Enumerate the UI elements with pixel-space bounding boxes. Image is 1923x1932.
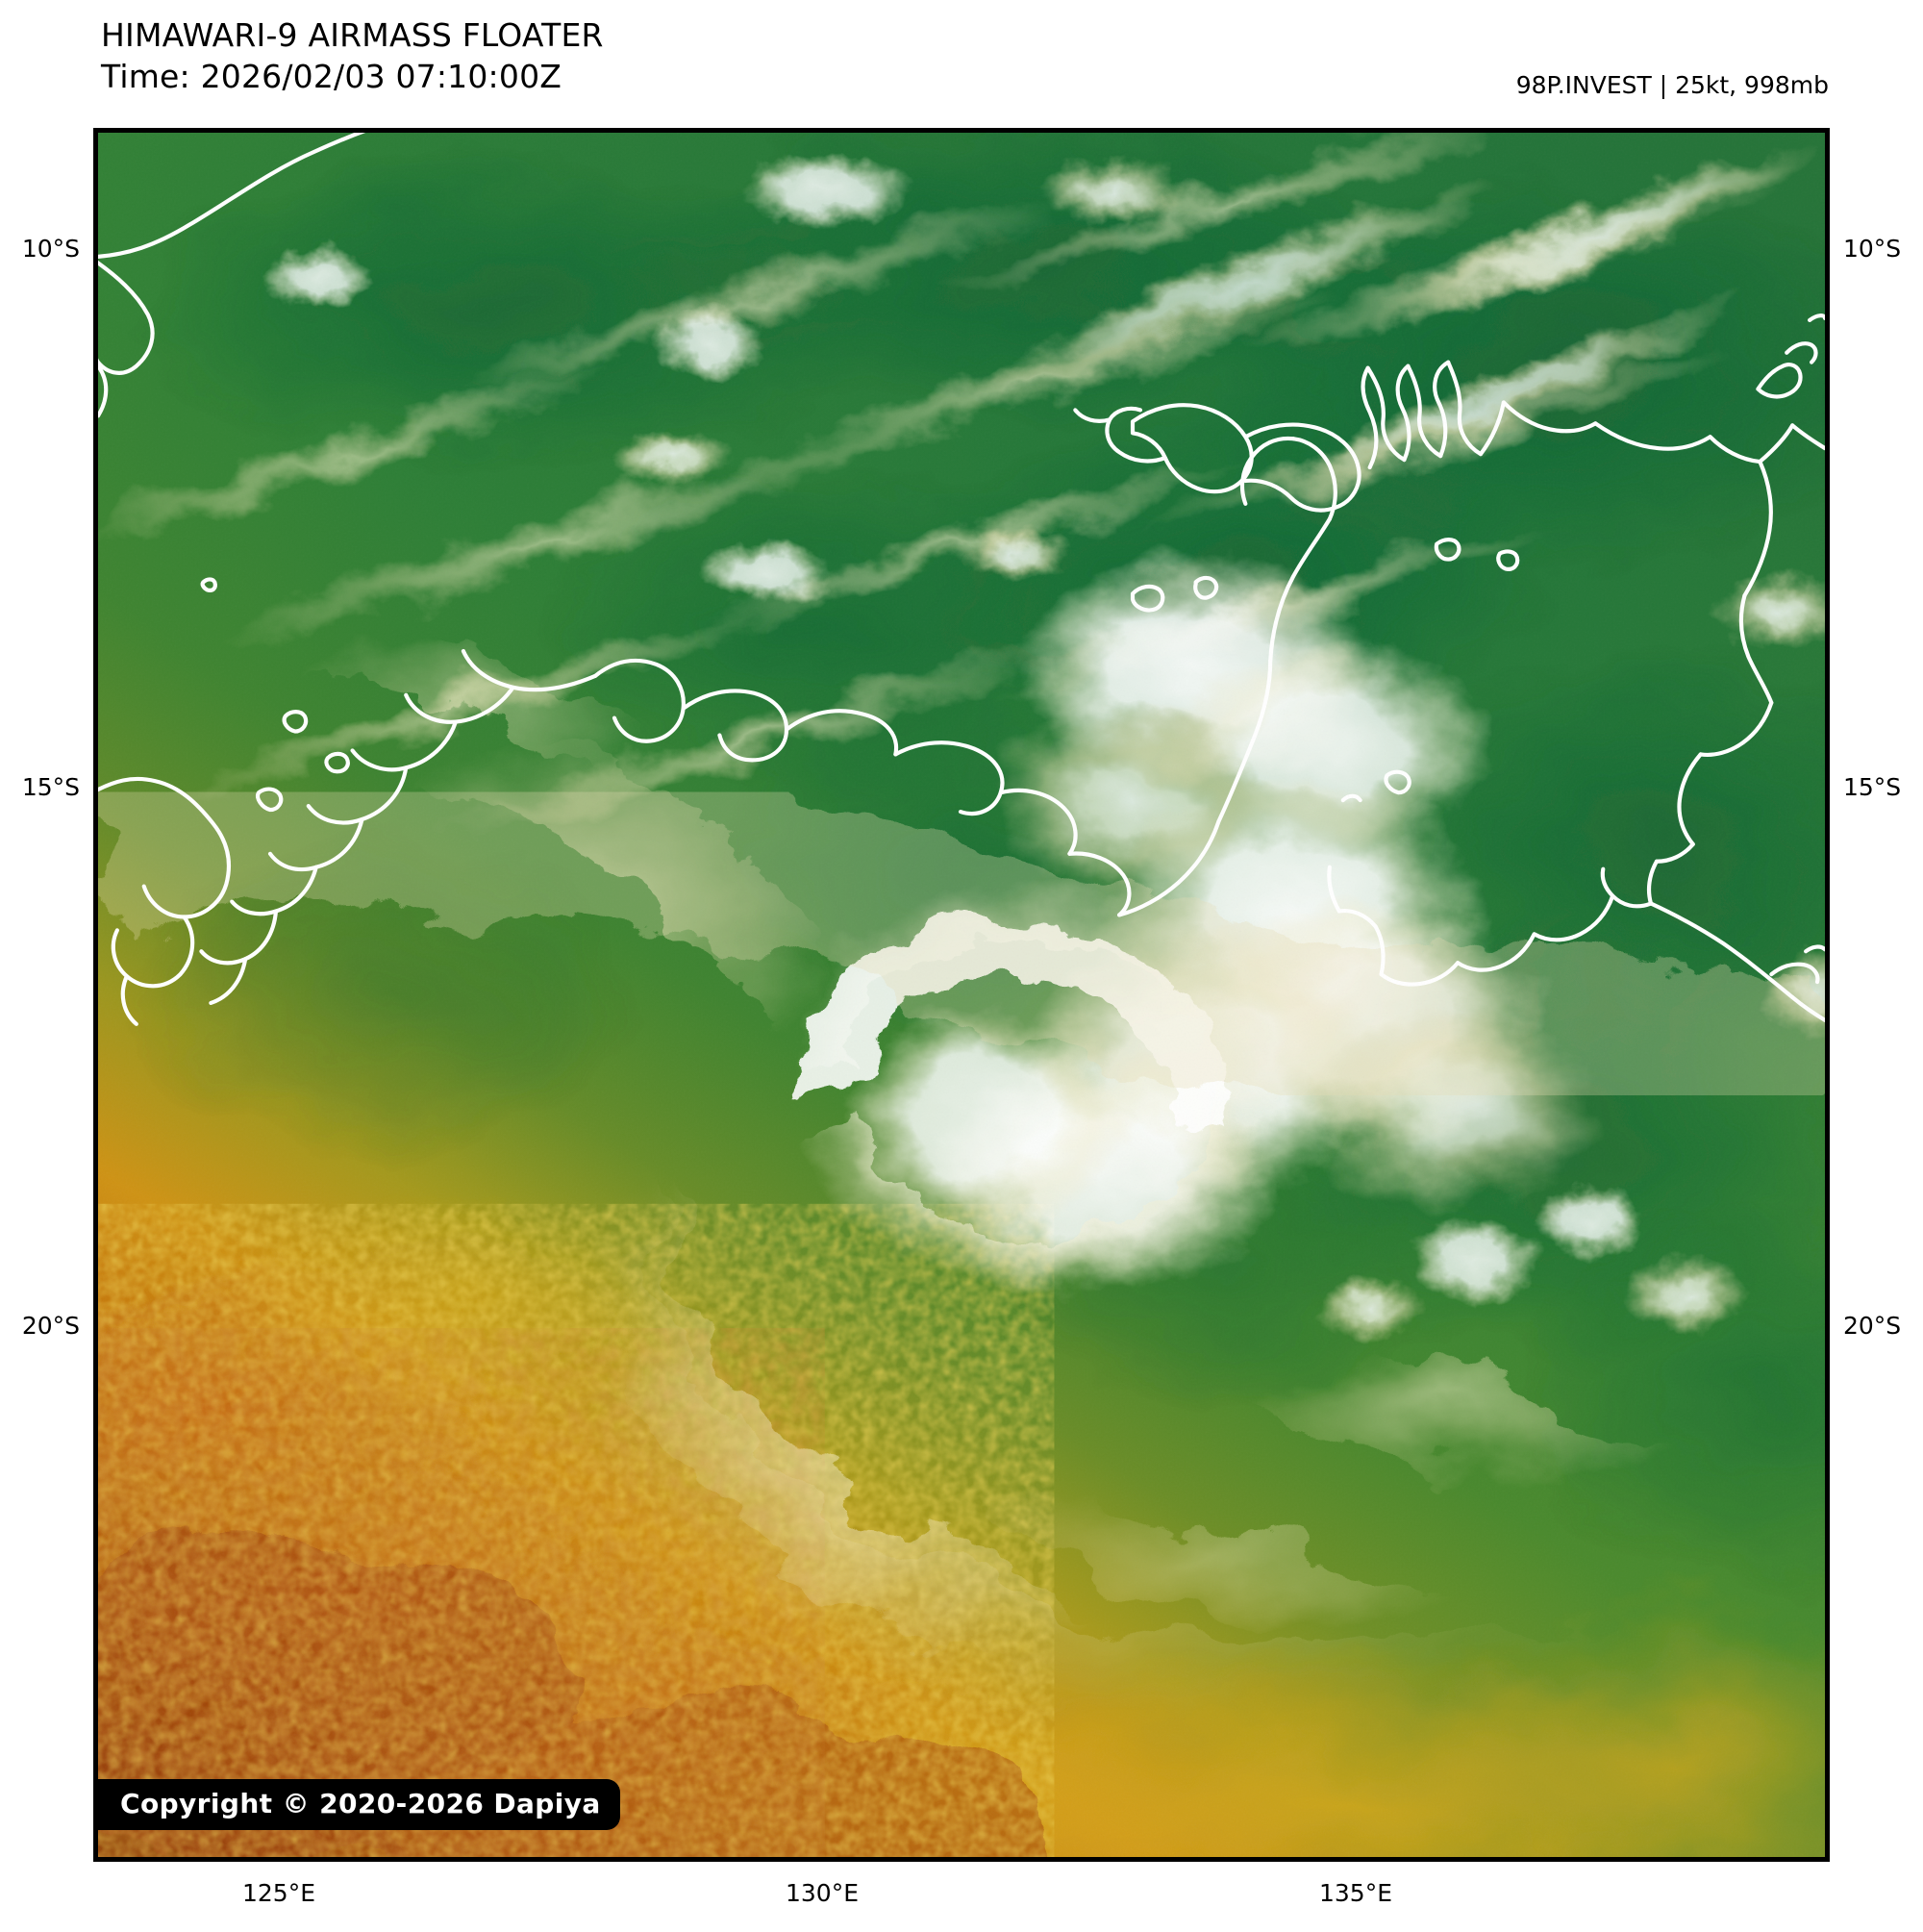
storm-info-label: 98P.INVEST | 25kt, 998mb xyxy=(1515,71,1829,99)
lat-tick-right-2: 20°S xyxy=(1843,1312,1902,1340)
lat-tick-right-1: 15°S xyxy=(1843,773,1902,801)
lon-tick-2: 135°E xyxy=(1318,1879,1393,1907)
lon-tick-1: 130°E xyxy=(785,1879,860,1907)
lat-tick-left-1: 15°S xyxy=(21,773,80,801)
satellite-image-plot: Copyright © 2020-2026 Dapiya xyxy=(93,128,1830,1862)
satellite-imagery xyxy=(98,133,1825,1857)
page-title: HIMAWARI-9 AIRMASS FLOATER xyxy=(101,16,604,54)
copyright-badge: Copyright © 2020-2026 Dapiya xyxy=(98,1779,620,1830)
lat-tick-right-0: 10°S xyxy=(1843,235,1902,263)
title-block: HIMAWARI-9 AIRMASS FLOATER Time: 2026/02… xyxy=(101,15,604,98)
lon-tick-0: 125°E xyxy=(241,1879,316,1907)
lat-tick-left-2: 20°S xyxy=(21,1312,80,1340)
timestamp-label: Time: 2026/02/03 07:10:00Z xyxy=(101,57,562,95)
lat-tick-left-0: 10°S xyxy=(21,235,80,263)
